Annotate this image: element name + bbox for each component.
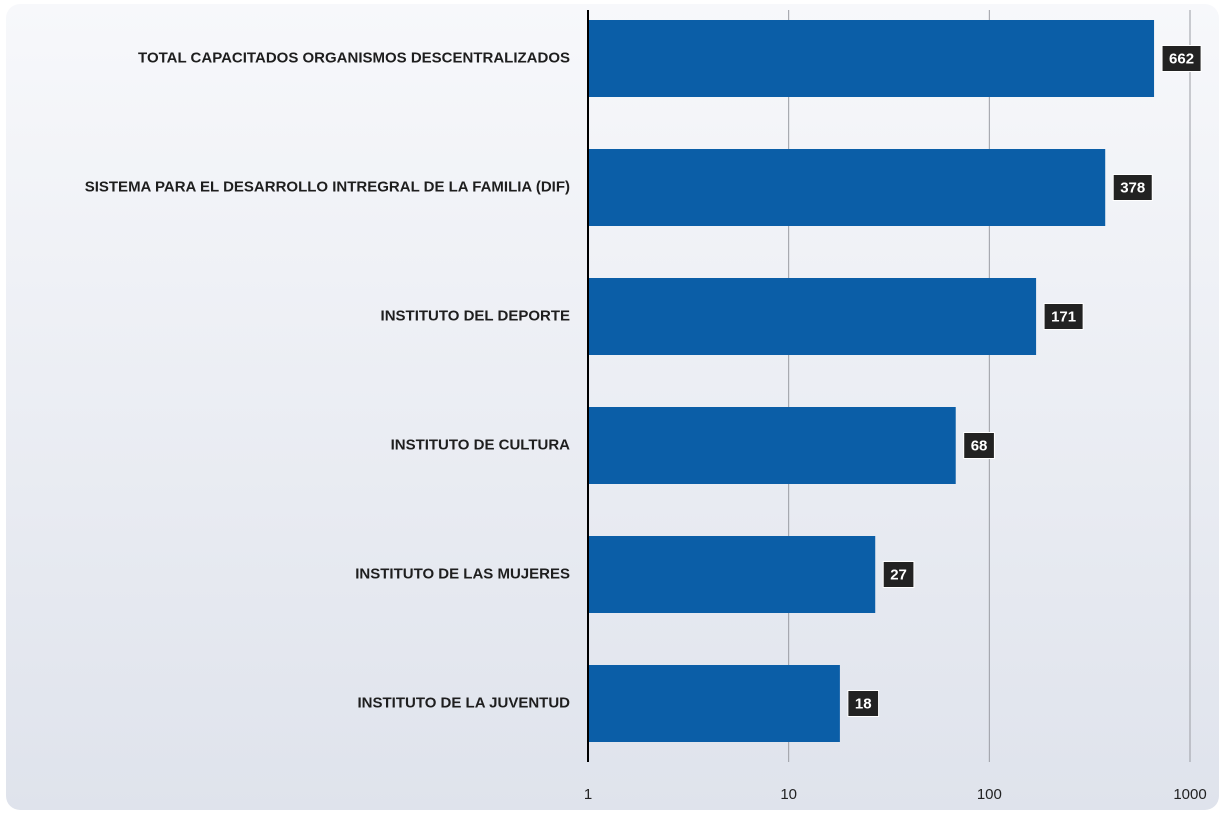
- value-label-bg: [1161, 45, 1202, 72]
- x-tick-label: 10: [780, 786, 797, 803]
- category-label: INSTITUTO DE CULTURA: [391, 436, 571, 453]
- bar: [588, 149, 1106, 226]
- value-label-bg: [963, 432, 995, 459]
- bar: [588, 278, 1037, 355]
- bar: [588, 20, 1155, 97]
- value-label: 378: [1120, 179, 1145, 196]
- value-label-bg: [847, 690, 880, 717]
- value-label: 171: [1051, 308, 1076, 325]
- x-tick-label: 1000: [1173, 786, 1206, 803]
- value-label-bg: [1043, 303, 1084, 330]
- x-tick-label: 100: [977, 786, 1002, 803]
- category-label: SISTEMA PARA EL DESARROLLO INTREGRAL DE …: [85, 178, 570, 195]
- value-label: 68: [971, 437, 988, 454]
- value-label-bg: [882, 561, 915, 588]
- value-label-bg: [1112, 174, 1153, 201]
- bar: [588, 407, 956, 484]
- bar: [588, 536, 876, 613]
- bar: [588, 665, 840, 742]
- category-label: INSTITUTO DEL DEPORTE: [381, 307, 570, 324]
- value-label: 18: [855, 695, 872, 712]
- x-tick-label: 1: [584, 786, 592, 803]
- category-label: INSTITUTO DE LA JUVENTUD: [357, 694, 570, 711]
- value-label: 662: [1169, 50, 1194, 67]
- value-label: 27: [890, 566, 907, 583]
- category-label: INSTITUTO DE LAS MUJERES: [355, 565, 570, 582]
- category-label: TOTAL CAPACITADOS ORGANISMOS DESCENTRALI…: [138, 49, 570, 66]
